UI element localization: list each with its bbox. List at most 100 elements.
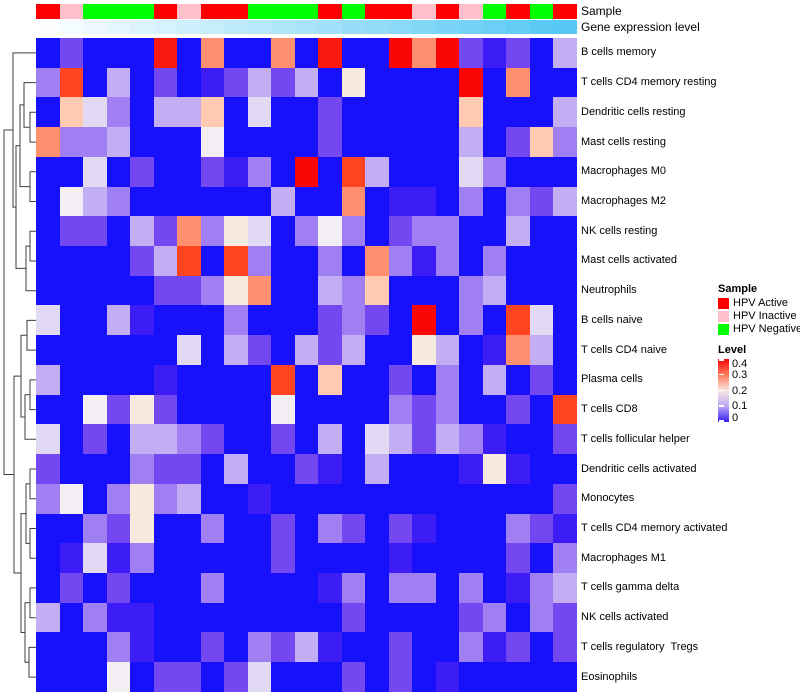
heatmap-cell <box>200 67 225 98</box>
heatmap-cell <box>553 394 577 425</box>
heatmap-cell <box>388 632 413 663</box>
heatmap-row <box>36 156 577 187</box>
heatmap-cell <box>200 394 225 425</box>
heatmap-cell <box>435 67 460 98</box>
heatmap-cell <box>153 513 178 544</box>
heatmap-cell <box>388 97 413 128</box>
heatmap-cell <box>153 127 178 157</box>
gene-expression-annotation-cell <box>482 20 507 34</box>
heatmap-cell <box>435 156 460 187</box>
heatmap-cell <box>506 246 530 276</box>
heatmap-cell <box>59 632 84 663</box>
heatmap-cell <box>412 662 436 692</box>
heatmap-cell <box>106 335 131 365</box>
heatmap-cell <box>459 305 483 336</box>
heatmap-cell <box>482 246 507 276</box>
heatmap-cell <box>365 246 389 276</box>
heatmap-cell <box>529 305 554 336</box>
heatmap-cell <box>341 543 366 573</box>
heatmap-cell <box>224 572 248 603</box>
heatmap-cell <box>553 246 577 276</box>
heatmap-cell <box>482 335 507 365</box>
heatmap-cell <box>388 38 413 68</box>
heatmap-cell <box>106 364 131 395</box>
heatmap-cell <box>271 97 295 128</box>
heatmap-cell <box>529 424 554 455</box>
heatmap-cell <box>106 186 131 217</box>
heatmap-row-label: Dendritic cells activated <box>581 462 697 475</box>
heatmap-cell <box>459 454 483 484</box>
heatmap-cell <box>106 394 131 425</box>
heatmap-cell <box>482 513 507 544</box>
sample-annotation-cell <box>412 4 436 19</box>
heatmap-cell <box>482 67 507 98</box>
heatmap-row <box>36 335 577 365</box>
heatmap-row-label: Neutrophils <box>581 284 637 297</box>
heatmap-cell <box>365 543 389 573</box>
legend-sample-item-label: HPV Active <box>733 297 789 309</box>
heatmap-cell <box>482 572 507 603</box>
heatmap-cell <box>412 572 436 603</box>
heatmap-cell <box>200 38 225 68</box>
heatmap-cell <box>435 216 460 247</box>
heatmap-cell <box>459 335 483 365</box>
heatmap-cell <box>412 97 436 128</box>
heatmap-row-label: NK cells resting <box>581 224 658 237</box>
heatmap-cell <box>506 602 530 633</box>
heatmap-cell <box>506 216 530 247</box>
heatmap-cell <box>247 38 272 68</box>
heatmap-cell <box>553 216 577 247</box>
heatmap-cell <box>153 67 178 98</box>
heatmap-cell <box>318 483 342 514</box>
heatmap-cell <box>153 364 178 395</box>
heatmap-cell <box>482 275 507 306</box>
heatmap-cell <box>36 38 60 68</box>
heatmap-cell <box>153 394 178 425</box>
heatmap-cell <box>59 38 84 68</box>
heatmap-cell <box>506 364 530 395</box>
heatmap-cell <box>318 394 342 425</box>
sample-annotation-cell <box>294 4 319 19</box>
heatmap-cell <box>435 454 460 484</box>
legend-level-tick-label: 0.3 <box>732 368 748 381</box>
heatmap-cell <box>200 602 225 633</box>
heatmap-row-label: Mast cells resting <box>581 135 666 148</box>
heatmap-cell <box>59 572 84 603</box>
heatmap-cell <box>482 186 507 217</box>
heatmap-cell <box>459 662 483 692</box>
legend-level-tick-mark <box>719 373 724 376</box>
heatmap-cell <box>341 127 366 157</box>
heatmap-cell <box>318 246 342 276</box>
sample-annotation-cell <box>83 4 107 19</box>
heatmap-cell <box>553 305 577 336</box>
heatmap-cell <box>412 216 436 247</box>
sample-annotation-cell <box>224 4 248 19</box>
heatmap-cell <box>388 305 413 336</box>
heatmap-cell <box>365 127 389 157</box>
heatmap-cell <box>271 186 295 217</box>
heatmap-cell <box>36 246 60 276</box>
heatmap-cell <box>388 424 413 455</box>
heatmap-cell <box>83 67 107 98</box>
heatmap-cell <box>506 483 530 514</box>
heatmap-cell <box>388 602 413 633</box>
heatmap-cell <box>224 156 248 187</box>
heatmap-cell <box>459 572 483 603</box>
heatmap-cell <box>271 394 295 425</box>
heatmap-cell <box>459 38 483 68</box>
gene-expression-annotation-cell <box>271 20 295 34</box>
heatmap-cell <box>365 67 389 98</box>
heatmap-row-label: T cells follicular helper <box>581 432 690 445</box>
heatmap-cell <box>412 602 436 633</box>
heatmap-cell <box>36 543 60 573</box>
heatmap-cell <box>341 632 366 663</box>
heatmap-cell <box>271 602 295 633</box>
heatmap-cell <box>224 186 248 217</box>
gene-expression-annotation-cell <box>83 20 107 34</box>
heatmap-cell <box>106 127 131 157</box>
heatmap-cell <box>247 543 272 573</box>
heatmap-cell <box>177 97 201 128</box>
heatmap-row-label: B cells naive <box>581 313 643 326</box>
sample-annotation-cell <box>388 4 413 19</box>
heatmap-cell <box>459 543 483 573</box>
